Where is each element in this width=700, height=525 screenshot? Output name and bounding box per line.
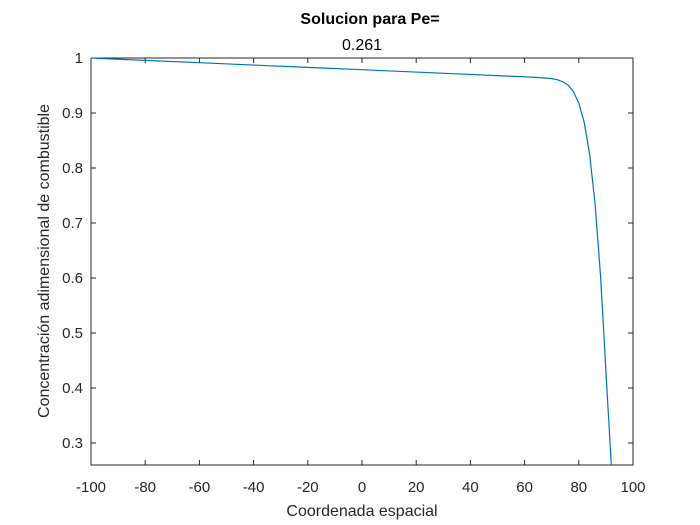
y-tick-label: 0.6 (62, 270, 83, 287)
x-tick-label: 60 (516, 479, 533, 496)
x-axis-label: Coordenada espacial (286, 503, 437, 520)
y-tick-label: 0.4 (62, 380, 83, 397)
x-tick-label: 80 (570, 479, 587, 496)
y-tick-label: 0.7 (62, 215, 83, 232)
chart-subtitle: 0.261 (342, 37, 382, 54)
x-tick-label: 0 (358, 479, 366, 496)
y-tick-label: 0.9 (62, 105, 83, 122)
x-tick-label: -100 (76, 479, 106, 496)
axes-box (90, 57, 634, 466)
y-tick-label: 1 (75, 50, 83, 67)
y-axis-label: Concentración adimensional de combustibl… (36, 104, 53, 418)
y-tick-label: 0.8 (62, 160, 83, 177)
y-tick-label: 0.5 (62, 325, 83, 342)
series-line (90, 57, 612, 466)
x-tick-label: -20 (297, 479, 319, 496)
chart-title: Solucion para Pe= (300, 11, 439, 28)
x-tick-label: 20 (408, 479, 425, 496)
x-tick-label: -60 (189, 479, 211, 496)
plot-area: -100 -80 -60 -40 -20 0 20 40 60 80 100 0.3 0.4 0.5 0.6… (62, 50, 645, 496)
x-tick-label: -40 (243, 479, 265, 496)
x-tick-label: 100 (620, 479, 645, 496)
y-tick-label: 0.3 (62, 435, 83, 452)
x-tick-label: -80 (134, 479, 156, 496)
x-tick-label: 40 (462, 479, 479, 496)
